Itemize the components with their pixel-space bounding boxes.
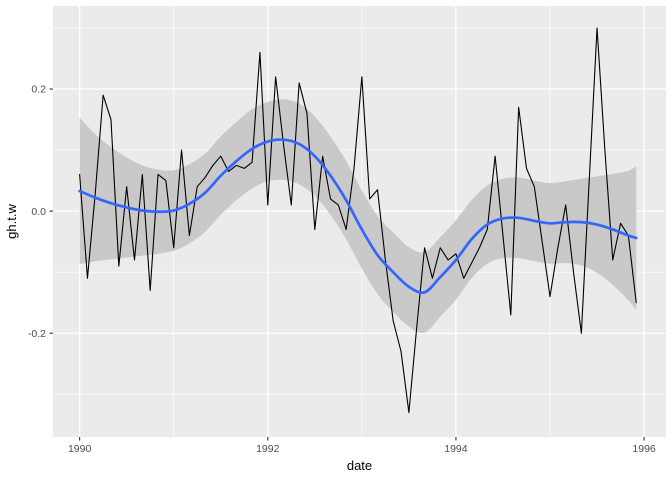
x-axis-tick-label: 1996 — [632, 443, 656, 455]
x-axis-tick-label: 1992 — [256, 443, 280, 455]
smooth-trend-line — [78, 138, 638, 295]
x-axis-tick-label: 1994 — [444, 443, 468, 455]
x-axis-tick-label: 1990 — [68, 443, 92, 455]
y-axis-tick-label: -0.2 — [28, 328, 46, 340]
y-axis-title: gh.t.w — [4, 204, 19, 239]
axis-tick-labels: 1990 1992 1994 1996 0.2 0.0 -0.2 — [28, 84, 656, 455]
axis-tick-marks — [49, 88, 645, 441]
data-series-line — [79, 27, 637, 414]
y-axis-tick-label: 0.2 — [31, 84, 46, 96]
x-axis-title: date — [347, 458, 372, 473]
y-axis-tick-label: 0.0 — [31, 206, 46, 218]
